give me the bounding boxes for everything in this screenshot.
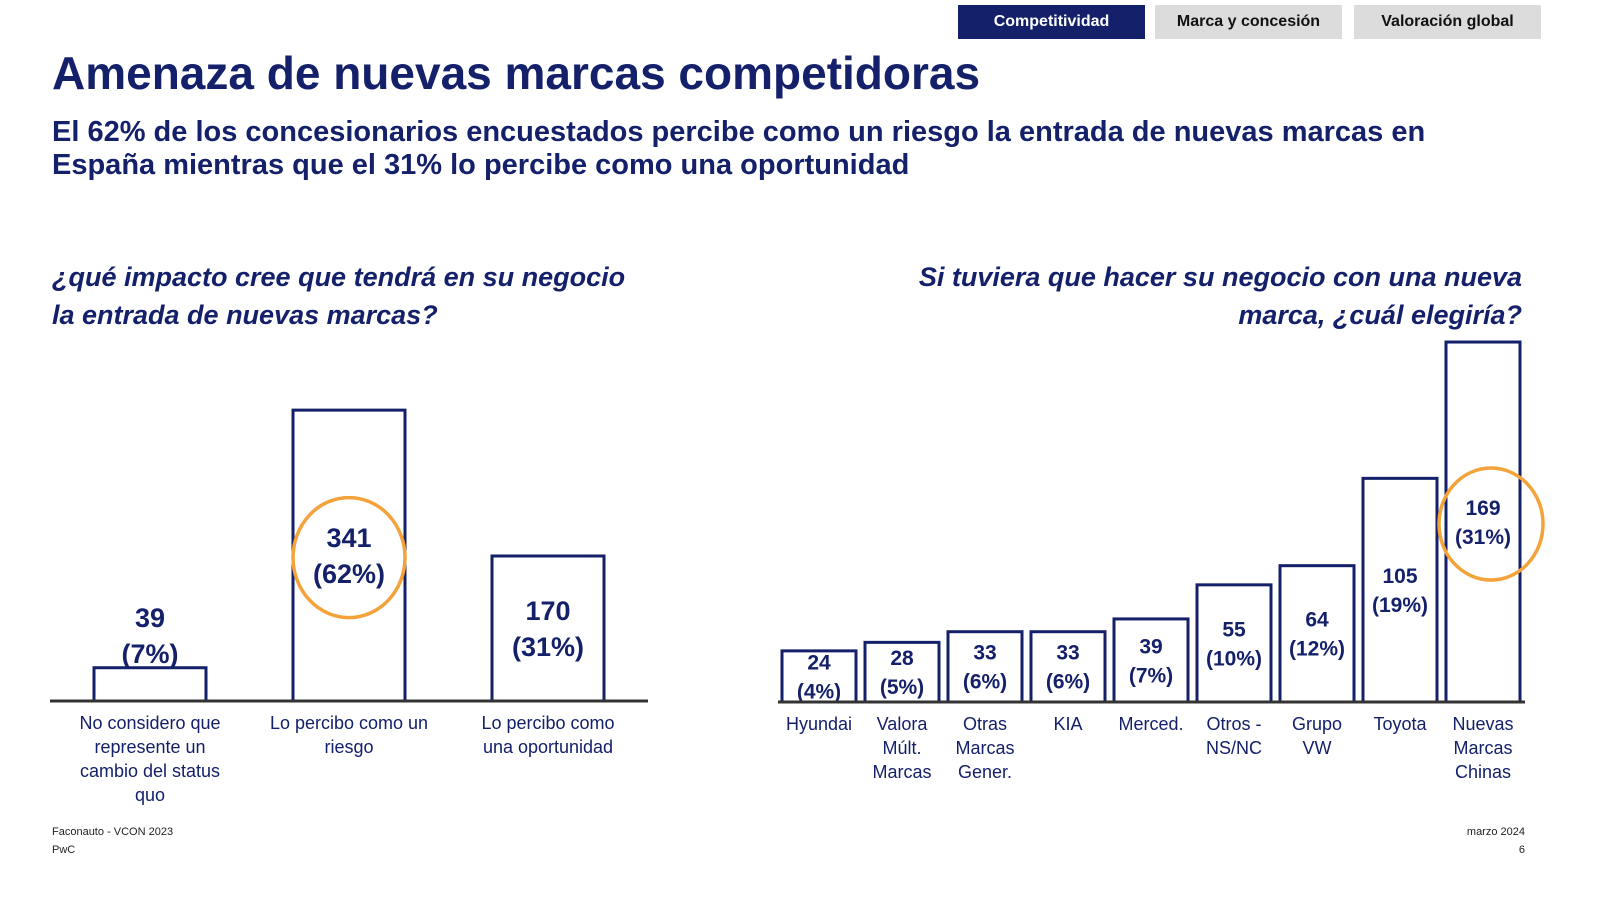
left-chart-title: ¿qué impacto cree que tendrá en su negoc… <box>52 262 626 330</box>
bar-1-8 <box>1444 340 1522 704</box>
category-label: Lo percibo como un <box>270 713 428 733</box>
bar-1-0 <box>780 649 858 704</box>
category-label: KIA <box>1053 714 1082 734</box>
bar-1-2 <box>946 630 1024 704</box>
value-label: 55 <box>1222 618 1246 641</box>
category-label: Lo percibo como <box>481 713 614 733</box>
category-label: Marcas <box>872 762 931 782</box>
footer-company: PwC <box>52 844 76 856</box>
category-label: cambio del status <box>80 761 220 781</box>
page-title: Amenaza de nuevas marcas competidoras <box>52 47 981 99</box>
percent-label: (12%) <box>1289 638 1345 661</box>
highlight-circle <box>1437 466 1545 582</box>
category-label: represente un <box>94 737 205 757</box>
value-label: 170 <box>525 596 570 626</box>
footer-page: 6 <box>1518 844 1525 856</box>
value-label: 33 <box>973 642 996 665</box>
category-label: Múlt. <box>882 738 921 758</box>
value-label: 341 <box>326 523 371 553</box>
category-label: NS/NC <box>1206 738 1262 758</box>
value-label: 169 <box>1465 497 1500 520</box>
bar-1-5 <box>1195 583 1273 704</box>
percent-label: (10%) <box>1206 647 1262 670</box>
percent-label: (5%) <box>880 676 924 699</box>
category-label: Merced. <box>1118 714 1183 734</box>
category-label: No considero que <box>79 713 220 733</box>
percent-label: (19%) <box>1372 594 1428 617</box>
category-label: Otros - <box>1206 714 1261 734</box>
category-label: Marcas <box>1453 738 1512 758</box>
tab-marca-concesion[interactable]: Marca y concesión <box>1155 5 1342 39</box>
bar-0-2 <box>490 554 606 703</box>
percent-label: (31%) <box>1455 526 1511 549</box>
value-label: 28 <box>890 647 914 670</box>
category-label: Nuevas <box>1452 714 1513 734</box>
bar-1-4 <box>1112 617 1190 704</box>
category-label: Otras <box>963 714 1007 734</box>
category-label: Hyundai <box>786 714 852 734</box>
category-label: Marcas <box>955 738 1014 758</box>
right-chart-title: Si tuviera que hacer su negocio con una … <box>918 262 1522 330</box>
value-label: 24 <box>807 651 831 674</box>
category-label: riesgo <box>324 737 373 757</box>
value-label: 64 <box>1305 609 1329 632</box>
value-label: 33 <box>1056 642 1079 665</box>
category-label: Gener. <box>958 762 1012 782</box>
category-label: una oportunidad <box>483 737 613 757</box>
percent-label: (31%) <box>512 632 584 662</box>
category-label: quo <box>135 785 165 805</box>
page-subtitle: El 62% de los concesionarios encuestados… <box>52 116 1426 181</box>
bar-0-0 <box>92 666 208 703</box>
category-label: Toyota <box>1373 714 1427 734</box>
tab-valoracion-global[interactable]: Valoración global <box>1354 5 1541 39</box>
footer-date: marzo 2024 <box>1466 826 1525 838</box>
percent-label: (4%) <box>797 680 841 703</box>
bar-1-3 <box>1029 630 1107 704</box>
category-label: Grupo <box>1292 714 1342 734</box>
tab-competitividad[interactable]: Competitividad <box>958 5 1145 39</box>
bar-0-1 <box>291 408 407 703</box>
highlight-circle <box>291 495 407 620</box>
category-label: Valora <box>877 714 929 734</box>
footer-source: Faconauto - VCON 2023 <box>52 826 174 838</box>
percent-label: (6%) <box>1046 671 1090 694</box>
value-label: 105 <box>1382 565 1417 588</box>
percent-label: (7%) <box>121 639 178 669</box>
category-label: Chinas <box>1455 762 1511 782</box>
value-label: 39 <box>1139 635 1162 658</box>
category-label: VW <box>1303 738 1332 758</box>
bar-1-7 <box>1361 476 1439 704</box>
bar-1-6 <box>1278 564 1356 704</box>
value-label: 39 <box>135 603 165 633</box>
percent-label: (62%) <box>313 559 385 589</box>
percent-label: (7%) <box>1129 664 1173 687</box>
percent-label: (6%) <box>963 671 1007 694</box>
